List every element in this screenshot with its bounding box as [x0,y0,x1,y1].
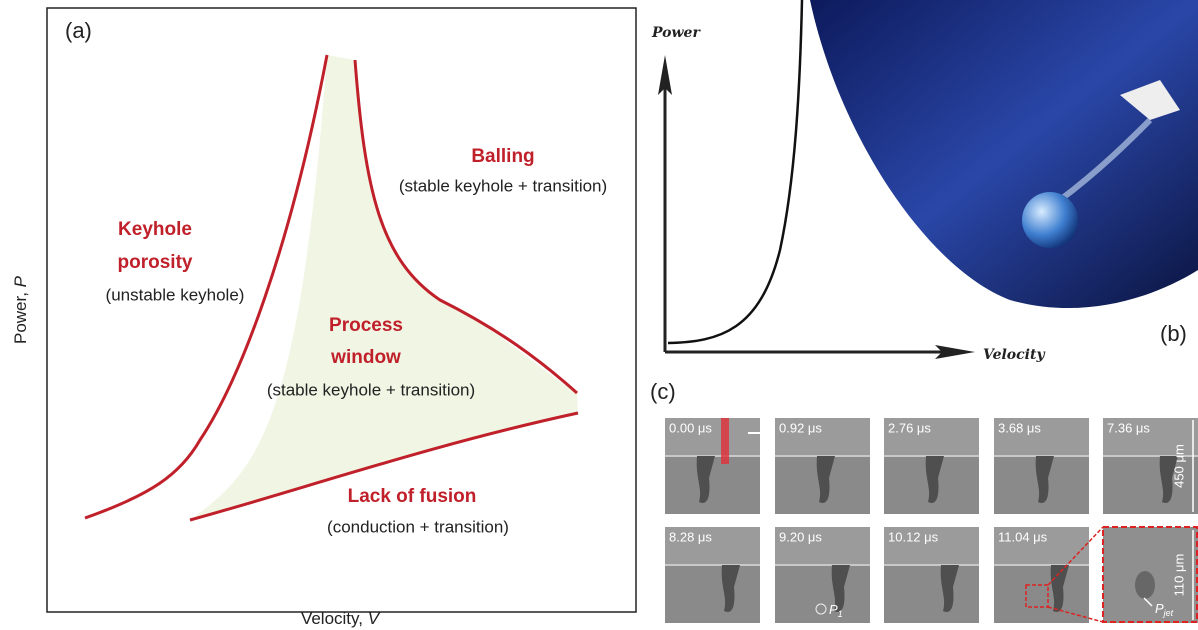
panel-label: (c) [650,379,676,404]
scan-arrow-head [764,429,772,437]
region-subtitle: (stable keyhole + transition) [267,380,475,399]
frame-time: 7.36 μs [1107,420,1150,435]
marker-text: P [829,602,838,617]
label-text: Velocity, [301,609,368,628]
label-variable: P [11,275,30,287]
x-axis-label: Velocity [983,347,1045,363]
curve [668,0,802,343]
region-title: Balling [471,146,534,167]
region-subtitle: (unstable keyhole) [106,285,245,304]
label-text: Power, [11,287,30,344]
frame-time: 2.76 μs [888,420,931,435]
substrate [665,565,760,623]
frame-time: 10.12 μs [888,529,939,544]
region-title: Process [329,315,403,336]
frame-time: 3.68 μs [998,420,1041,435]
page: (a) Power, P Velocity, V Keyhole porosit… [0,0,1198,630]
panel-label: (b) [1160,321,1187,346]
marker-subscript: 1 [838,609,843,619]
region-title: window [330,347,401,368]
region-subtitle: (stable keyhole + transition) [399,176,607,195]
label-variable: V [368,609,381,628]
panel-label: (a) [65,18,92,43]
region-title: porosity [118,252,193,273]
laser-beam [721,418,729,464]
frame-time: 0.00 μs [669,420,712,435]
region-subtitle: (conduction + transition) [327,517,509,536]
region-title: Lack of fusion [348,486,477,507]
y-axis-label: Power, P [11,275,30,344]
substrate [775,565,870,623]
frame-time: 11.04 μs [998,529,1048,544]
marker-text: P [1155,601,1164,616]
bowl-illustration [810,0,1198,308]
x-axis-label: Velocity, V [301,609,381,628]
pore [1135,571,1155,599]
figure: (a) Power, P Velocity, V Keyhole porosit… [0,0,1198,630]
ball-illustration [1022,192,1078,248]
frame-time: 8.28 μs [669,529,712,544]
y-axis-label: Power [651,25,701,41]
marker-subscript: jet [1163,608,1174,618]
substrate [884,565,979,623]
frame-time: 9.20 μs [779,529,822,544]
frame-time: 0.92 μs [779,420,822,435]
scale-label: 450 μm [1171,444,1186,488]
region-title: Keyhole [118,219,192,240]
scale-label: 110 μm [1171,554,1186,597]
